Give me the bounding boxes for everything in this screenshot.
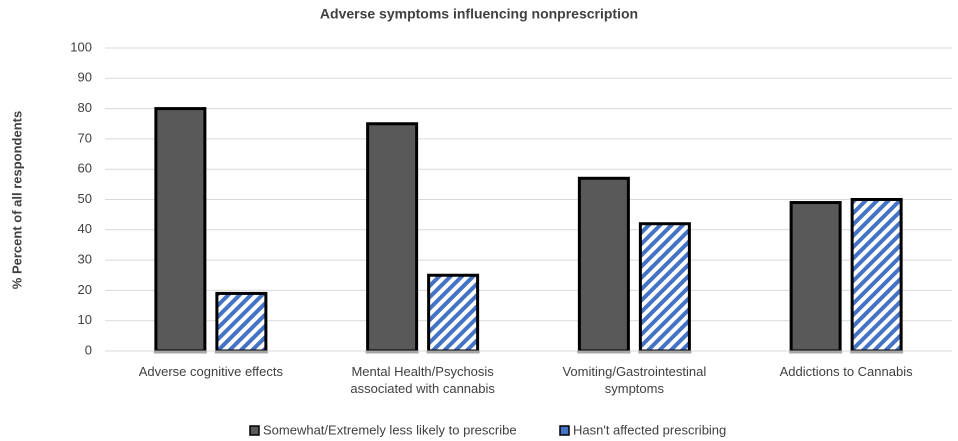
bar xyxy=(577,176,630,353)
y-tick-label: 20 xyxy=(78,282,92,297)
bar xyxy=(215,291,268,353)
y-tick-label: 30 xyxy=(78,252,92,267)
bar xyxy=(366,122,419,353)
x-tick-label: Adverse cognitive effects xyxy=(138,364,284,379)
bar xyxy=(154,107,207,353)
y-tick-label: 80 xyxy=(78,100,92,115)
x-tick-label: Mental Health/Psychosis associated with … xyxy=(350,364,495,396)
legend-label: Hasn't affected prescribing xyxy=(573,422,726,437)
y-tick-label: 90 xyxy=(78,70,92,85)
legend-swatch xyxy=(559,425,570,436)
y-tick-label: 40 xyxy=(78,221,92,236)
x-tick-label: Addictions to Cannabis xyxy=(779,364,913,379)
y-tick-label: 0 xyxy=(85,342,92,357)
y-tick-label: 50 xyxy=(78,191,92,206)
bar xyxy=(850,198,903,353)
bar xyxy=(427,273,480,353)
y-tick-label: 10 xyxy=(78,312,92,327)
x-tick-label: Vomiting/Gastrointestinal symptoms xyxy=(562,364,707,396)
bar xyxy=(789,201,842,353)
legend-swatch xyxy=(249,425,260,436)
y-tick-label: 70 xyxy=(78,130,92,145)
y-tick-label: 60 xyxy=(78,161,92,176)
bar xyxy=(638,222,691,353)
y-axis-label: % Percent of all respondents xyxy=(9,111,24,289)
chart-title: Adverse symptoms influencing nonprescrip… xyxy=(320,6,638,22)
legend-label: Somewhat/Extremely less likely to prescr… xyxy=(263,422,517,437)
y-tick-label: 100 xyxy=(70,39,92,54)
